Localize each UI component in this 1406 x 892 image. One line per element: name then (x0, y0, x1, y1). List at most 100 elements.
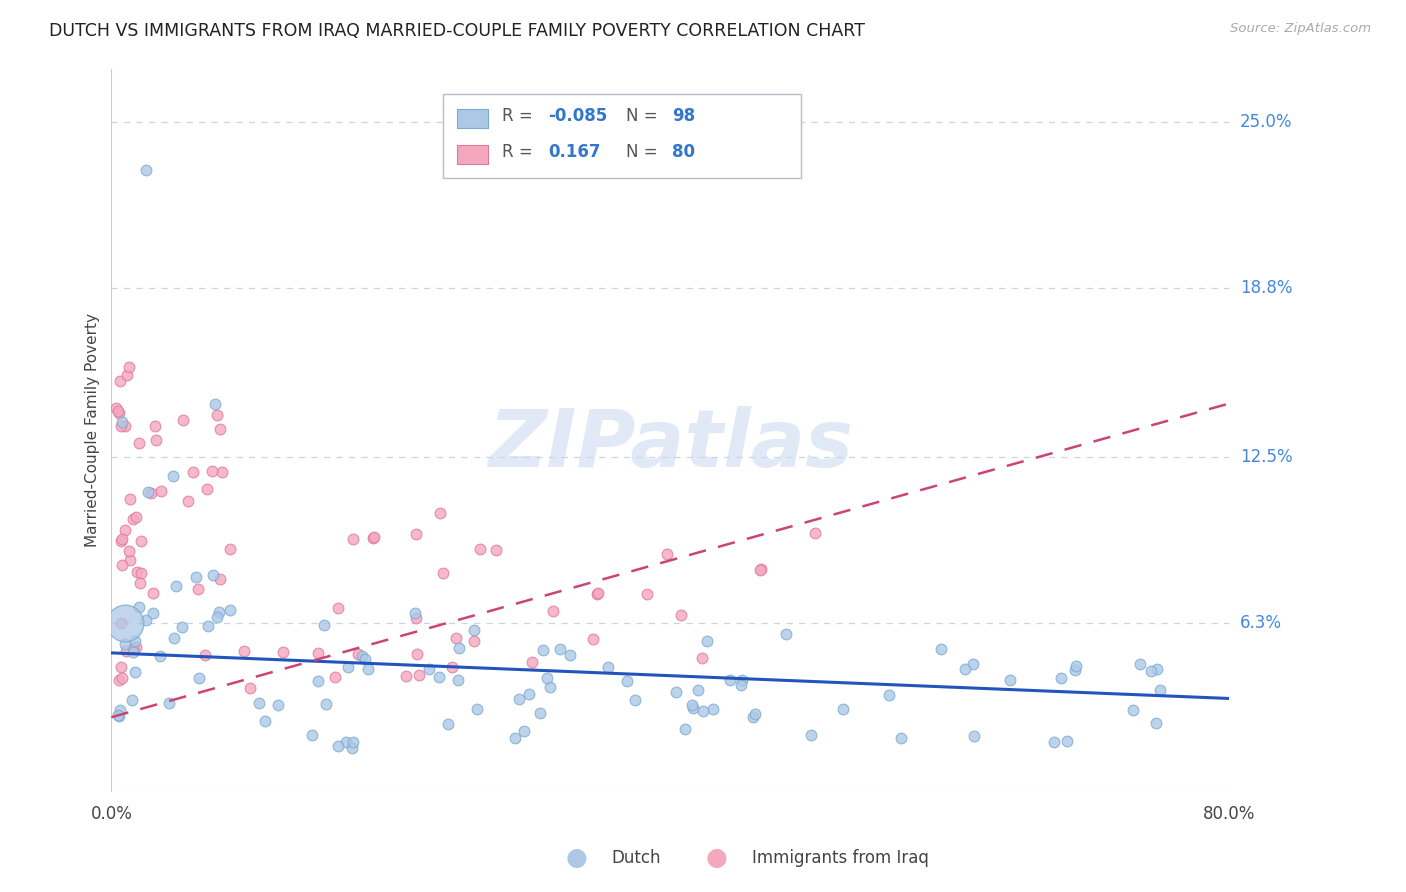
Y-axis label: Married-Couple Family Poverty: Married-Couple Family Poverty (86, 313, 100, 548)
Point (681, 698, 703, 713)
Point (118, 492, 141, 507)
Point (696, 634, 718, 648)
Text: N =: N = (626, 143, 662, 161)
Point (441, 660, 464, 674)
Point (307, 674, 329, 689)
Point (342, 533, 364, 547)
Point (512, 723, 534, 738)
Point (718, 673, 741, 687)
Point (136, 485, 159, 500)
Point (536, 671, 558, 685)
Point (326, 739, 349, 754)
Point (110, 615, 132, 630)
Point (127, 565, 149, 579)
Point (328, 601, 350, 615)
Point (831, 702, 853, 716)
Point (111, 532, 134, 546)
Point (142, 585, 165, 599)
Point (447, 640, 470, 655)
Point (692, 704, 714, 718)
Point (800, 728, 823, 742)
Point (177, 494, 200, 508)
Point (124, 665, 146, 679)
Point (108, 374, 131, 388)
Point (775, 627, 797, 641)
Point (114, 419, 136, 434)
Point (1063, 663, 1085, 677)
Point (624, 693, 647, 707)
Point (114, 637, 136, 651)
Point (337, 660, 360, 674)
Text: N =: N = (626, 107, 662, 125)
Point (207, 610, 229, 624)
Point (157, 696, 180, 710)
Point (232, 644, 254, 658)
Point (437, 716, 460, 731)
Point (197, 619, 219, 633)
Point (682, 700, 704, 714)
Point (335, 735, 357, 749)
Text: -0.085: -0.085 (548, 107, 607, 125)
Point (485, 543, 508, 558)
Point (128, 600, 150, 615)
Point (538, 680, 561, 694)
Point (124, 633, 146, 648)
Point (541, 604, 564, 618)
Point (150, 483, 173, 498)
Point (209, 573, 232, 587)
Point (1064, 659, 1087, 673)
Point (1050, 671, 1073, 685)
Point (1000, 673, 1022, 687)
Point (1056, 734, 1078, 748)
Point (444, 631, 467, 645)
Point (162, 469, 184, 483)
Point (1122, 703, 1144, 717)
Point (1149, 683, 1171, 698)
Point (172, 413, 194, 427)
Point (406, 647, 429, 661)
Point (125, 640, 148, 654)
Point (503, 731, 526, 745)
Point (363, 530, 385, 544)
Point (741, 709, 763, 723)
Point (218, 602, 240, 616)
Point (596, 660, 619, 674)
Point (395, 669, 418, 683)
Point (744, 707, 766, 722)
Point (253, 714, 276, 728)
Point (432, 566, 454, 581)
Point (115, 368, 138, 382)
Point (929, 642, 952, 657)
Point (110, 419, 132, 434)
Text: 80: 80 (672, 143, 695, 161)
Point (520, 655, 543, 669)
Point (187, 582, 209, 597)
Point (118, 544, 141, 558)
Point (749, 562, 772, 576)
Point (142, 606, 165, 620)
Point (731, 673, 754, 687)
Point (463, 633, 485, 648)
Point (531, 643, 554, 657)
Point (517, 687, 540, 701)
Point (346, 648, 368, 662)
Point (107, 708, 129, 723)
Point (211, 465, 233, 479)
Point (114, 616, 136, 631)
Point (121, 693, 143, 707)
Point (636, 587, 658, 601)
Point (405, 611, 427, 625)
Text: 98: 98 (672, 107, 695, 125)
Point (962, 657, 984, 672)
Text: ●: ● (565, 847, 588, 870)
Text: 25.0%: 25.0% (1240, 113, 1292, 131)
Text: Dutch: Dutch (612, 849, 661, 867)
Text: ●: ● (706, 847, 728, 870)
Point (1144, 715, 1167, 730)
Point (128, 575, 150, 590)
Point (135, 613, 157, 627)
Point (357, 663, 380, 677)
Point (468, 541, 491, 556)
Point (219, 542, 242, 557)
Text: 18.8%: 18.8% (1240, 279, 1292, 297)
